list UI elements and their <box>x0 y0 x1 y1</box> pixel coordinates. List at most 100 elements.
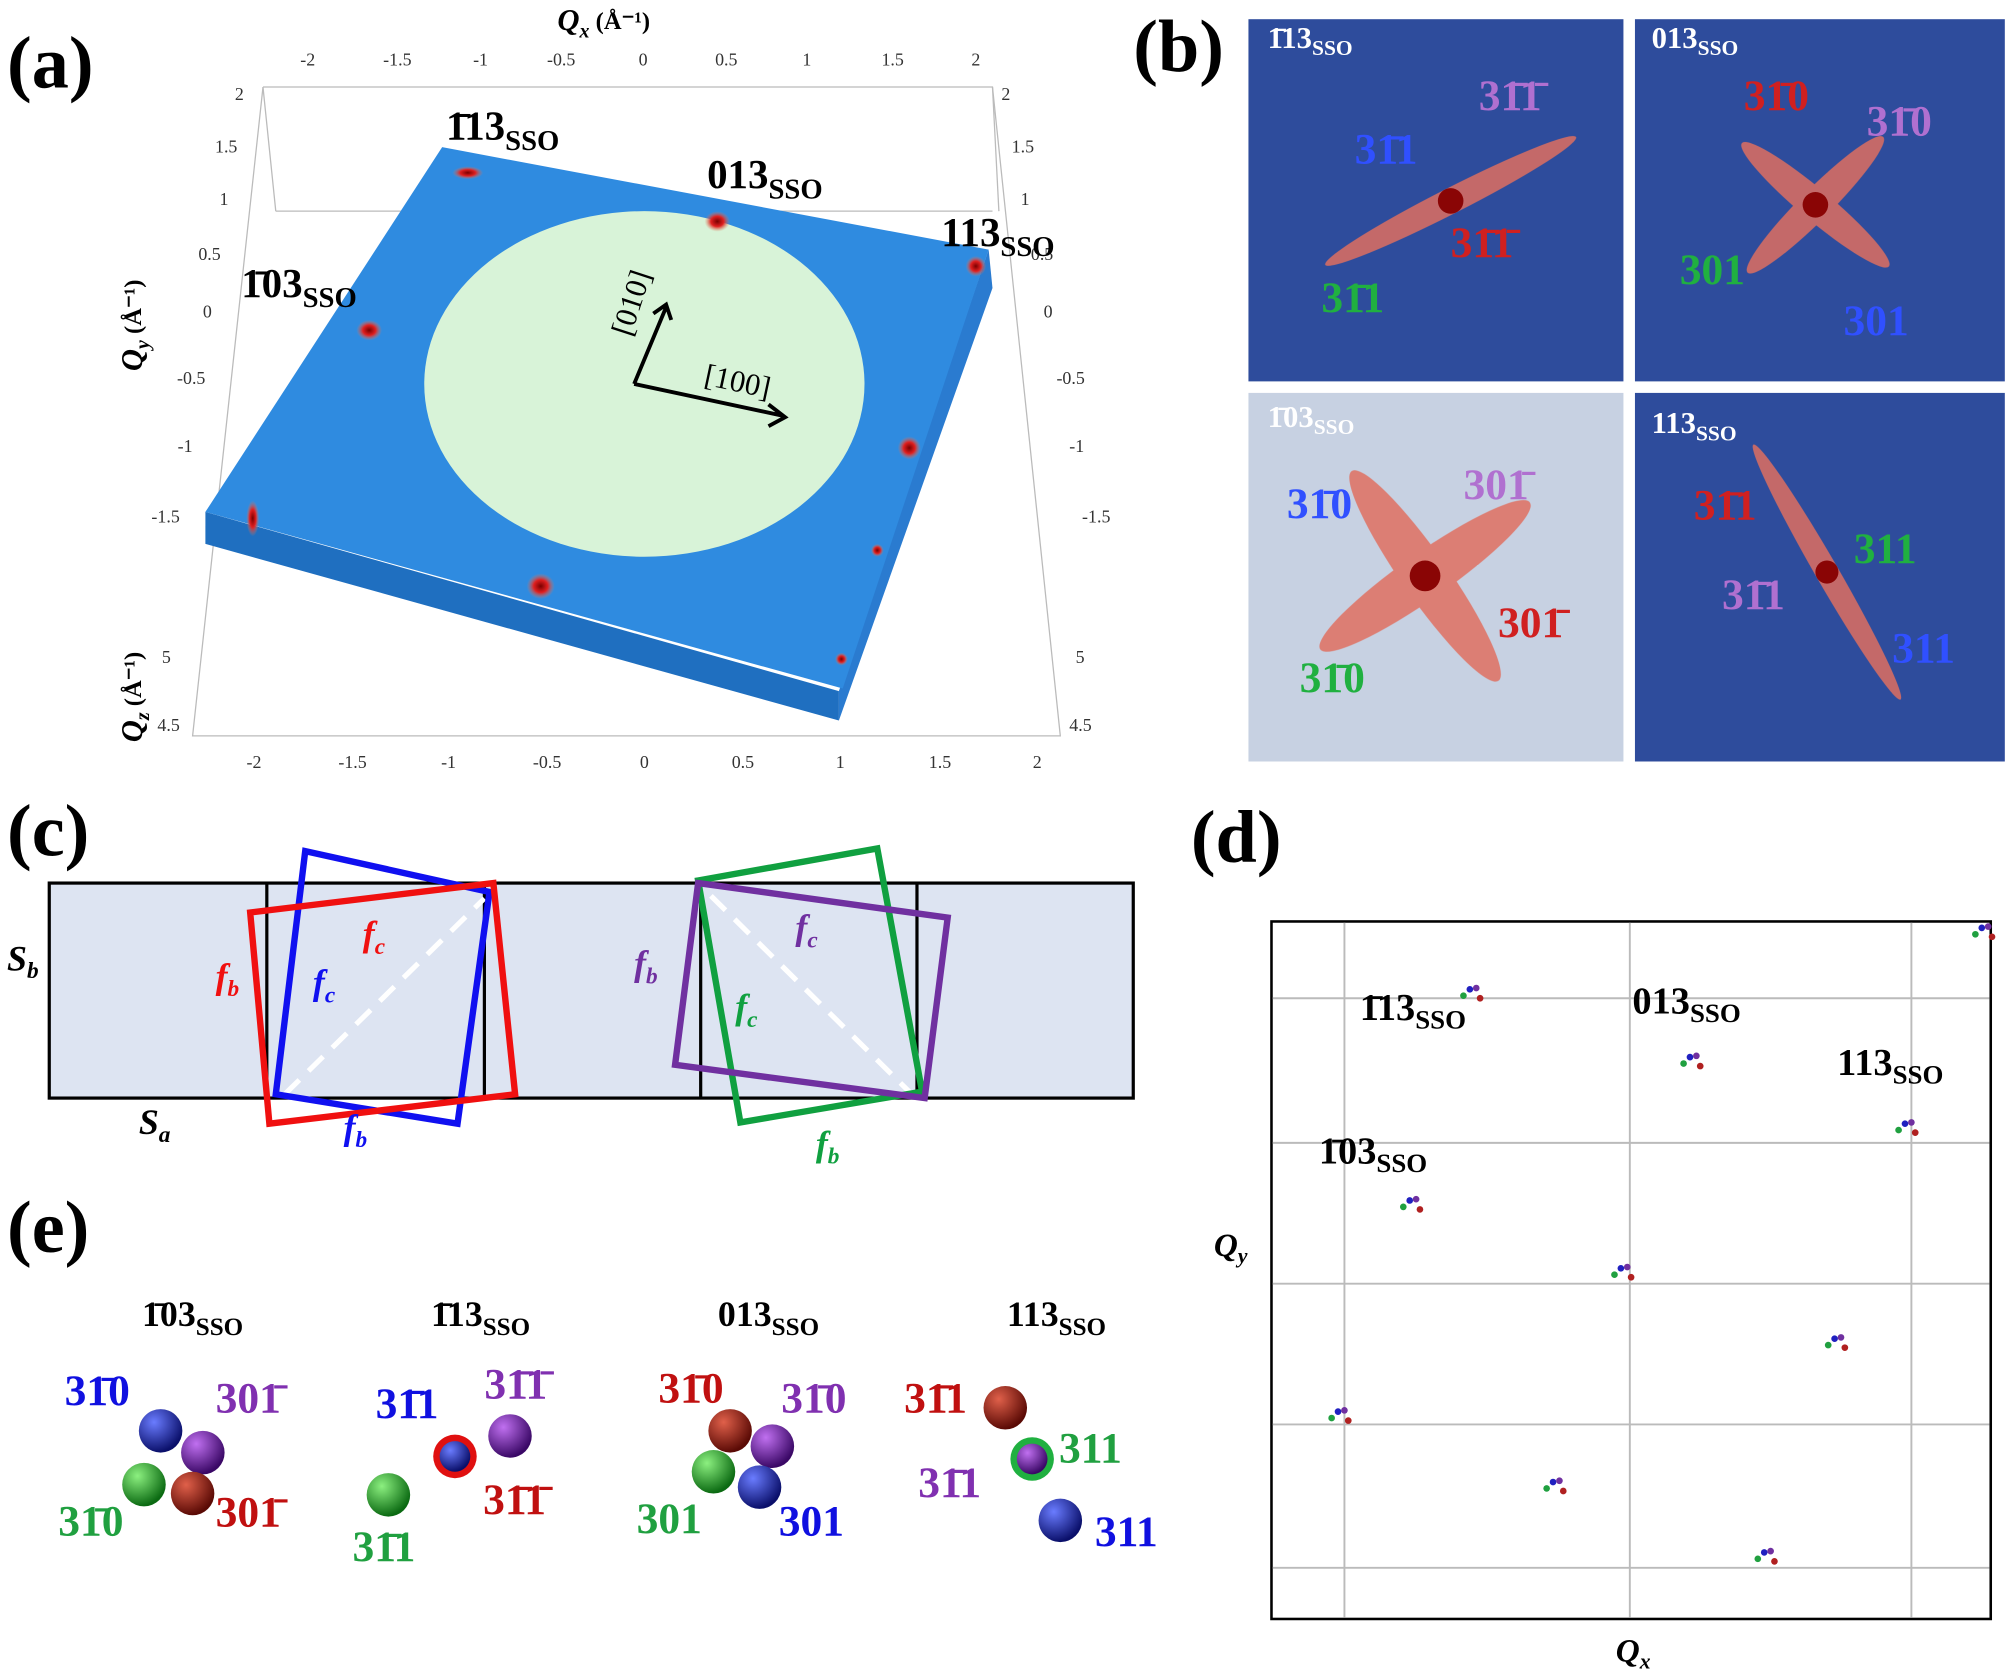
unit: (Å⁻¹) <box>590 7 651 35</box>
subscript: SSO <box>768 173 822 205</box>
axis-title: Qx <box>1616 1632 1651 1673</box>
symbol: Q <box>115 720 149 742</box>
tick-label: -2 <box>300 50 315 70</box>
peak-dot <box>1988 933 1996 941</box>
peak-dot <box>1556 1477 1563 1485</box>
peak-label: 31̄1̄ <box>1451 219 1521 267</box>
frame-label: fc <box>795 908 817 954</box>
sphere <box>1038 1498 1083 1543</box>
peak-dot <box>1627 1273 1635 1281</box>
peak-dot <box>1984 923 1992 930</box>
hkl: 1̄13 <box>431 1294 483 1334</box>
symbol: f <box>216 957 231 997</box>
peak-label: 311 <box>1854 525 1917 573</box>
tile-title: 1̄03SSO <box>1268 400 1355 439</box>
peak-dot <box>1460 992 1467 1000</box>
peak-label: 301̄ <box>216 1489 288 1537</box>
peak-label: 31̄0 <box>1300 654 1365 702</box>
tick-label: 2 <box>1001 84 1010 104</box>
sphere <box>708 1409 752 1453</box>
peak-label: 301 <box>637 1495 702 1543</box>
peak-dot <box>1466 985 1474 993</box>
peak-dot <box>1908 1119 1915 1126</box>
tick-label: -1 <box>178 436 193 456</box>
subscript: b <box>228 976 240 1002</box>
peak-label: 301̄ <box>216 1375 288 1423</box>
tick-label: -0.5 <box>1056 368 1084 388</box>
tick-label: 1.5 <box>881 50 903 70</box>
substrate-label: Sa <box>139 1102 171 1148</box>
peak-label: 311 <box>1892 625 1955 673</box>
panel-d-plot <box>1270 920 1996 1621</box>
tick-label: 0.5 <box>732 752 754 772</box>
subscript: SSO <box>1696 421 1737 445</box>
tile-title: 113SSO <box>1652 406 1737 445</box>
hkl: 113 <box>1007 1294 1059 1334</box>
peak-dot <box>1771 1558 1778 1565</box>
hkl: 1̄03 <box>1319 1130 1377 1172</box>
subscript: SSO <box>196 1314 243 1341</box>
panel-label: (e) <box>7 1187 89 1269</box>
subscript: SSO <box>772 1314 819 1341</box>
subscript: b <box>27 959 39 985</box>
sphere <box>737 1465 782 1509</box>
hkl: 1̄13 <box>446 104 505 149</box>
tick-label: -2 <box>247 752 262 772</box>
group-title: 113SSO <box>1007 1294 1106 1340</box>
peak-dot <box>1754 1555 1762 1563</box>
frame-label: fb <box>816 1124 840 1170</box>
symbol: Q <box>115 349 149 371</box>
sphere <box>439 1441 471 1472</box>
group-title: 1̄13SSO <box>431 1294 530 1340</box>
frame-label: fc <box>313 963 335 1009</box>
peak-dot <box>1901 1120 1909 1128</box>
subscript: SSO <box>1376 1148 1427 1178</box>
peak-label: 31̄0 <box>1744 72 1809 120</box>
panel-b-images <box>1248 19 2005 762</box>
peak-dot <box>1837 1334 1845 1341</box>
hkl: 113 <box>941 210 1000 255</box>
axis-title: Qx (Å⁻¹) <box>557 3 650 42</box>
reflection-label: 1̄13SSO <box>1360 987 1466 1035</box>
subscript: z <box>132 712 154 721</box>
tick-label: 0.5 <box>198 244 220 264</box>
peak-label: 31̄1̄ <box>1479 72 1549 120</box>
tick-label: 1 <box>219 189 228 209</box>
peak-label: 31̄0 <box>65 1367 130 1415</box>
subscript: b <box>356 1127 368 1153</box>
peak-label: 31̄1 <box>918 1459 981 1507</box>
peak-dot <box>1472 984 1480 992</box>
tick-label: 0 <box>203 302 212 322</box>
tick-label: -0.5 <box>547 50 575 70</box>
subscript: SSO <box>1893 1060 1944 1090</box>
subscript: SSO <box>1059 1314 1106 1341</box>
unit: (Å⁻¹) <box>119 280 147 341</box>
symbol: f <box>634 944 649 984</box>
tick-label: -1.5 <box>151 506 179 526</box>
peak-dot <box>1416 1206 1424 1213</box>
peak-label: 301̄ <box>1498 599 1570 647</box>
peak-dot <box>1680 1060 1687 1067</box>
peak-dot <box>1831 1335 1838 1343</box>
reflection-label: 113SSO <box>941 210 1054 262</box>
reflection-label: 1̄13SSO <box>446 104 559 156</box>
peak-dot <box>1767 1547 1774 1555</box>
sphere <box>170 1471 215 1516</box>
hkl: 013 <box>707 153 768 198</box>
peak-dot <box>1760 1549 1768 1556</box>
tick-label: 0.5 <box>1031 244 1053 264</box>
frame-label: fb <box>216 957 240 1003</box>
peak-label: 31̄1̄ <box>484 1361 554 1409</box>
peak-label: 31̄0 <box>1867 97 1932 145</box>
tick-label: -1 <box>473 50 488 70</box>
tick-label: 1 <box>802 50 811 70</box>
subscript: b <box>828 1144 840 1170</box>
subscript: c <box>375 934 385 960</box>
panel-label: (c) <box>7 790 89 872</box>
frame-label: fc <box>735 987 757 1033</box>
frame-label: fb <box>634 944 658 990</box>
tick-label: -1 <box>1069 436 1084 456</box>
subscript: c <box>807 928 817 954</box>
